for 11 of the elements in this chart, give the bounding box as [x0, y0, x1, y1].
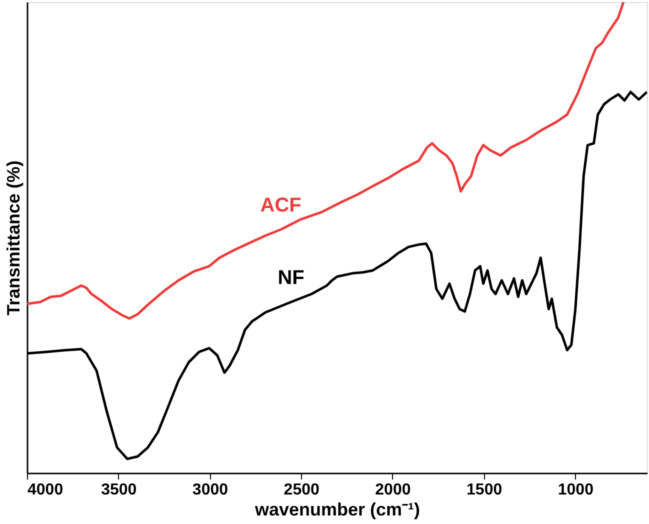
- x-tick-label: 3500: [101, 482, 137, 498]
- series-label: ACF: [260, 194, 302, 216]
- x-tick-label: 2500: [284, 482, 320, 498]
- x-tick-label: 4000: [28, 482, 64, 498]
- x-tick-label: 3000: [192, 482, 228, 498]
- x-tick-label: 1500: [466, 482, 502, 498]
- series-label: NF: [278, 267, 304, 290]
- x-axis-title: wavenumber (cm⁻¹): [254, 500, 420, 520]
- x-tick-label: 2000: [375, 482, 411, 498]
- y-axis-title: Transmittance (%): [4, 160, 24, 316]
- x-tick-label: 1000: [558, 482, 594, 498]
